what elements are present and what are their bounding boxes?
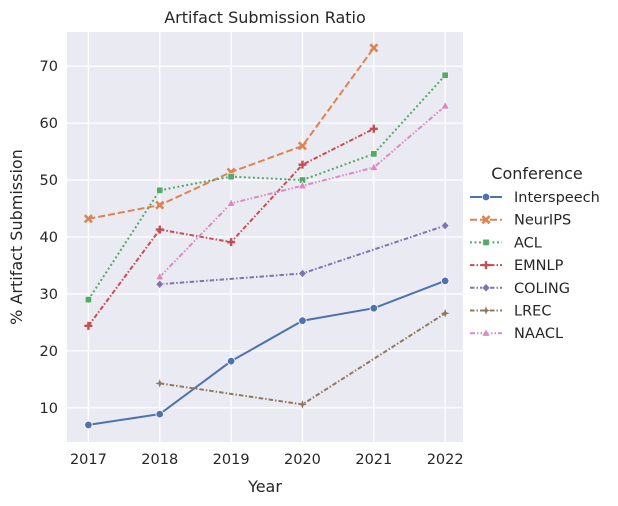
data-point bbox=[84, 420, 93, 430]
y-tick-label: 10 bbox=[40, 401, 58, 417]
x-tick-label: 2017 bbox=[70, 452, 107, 468]
data-point bbox=[297, 180, 308, 190]
legend-marker bbox=[481, 283, 491, 293]
legend-label: NAACL bbox=[514, 326, 563, 342]
data-point bbox=[226, 198, 236, 207]
data-point bbox=[440, 276, 450, 286]
legend-label: LREC bbox=[514, 304, 551, 320]
x-tick-label: 2019 bbox=[213, 452, 250, 468]
series-acl bbox=[84, 71, 449, 304]
grid-lines bbox=[67, 32, 463, 442]
legend-item-naacl: NAACL bbox=[470, 326, 563, 342]
y-tick-label: 20 bbox=[40, 344, 58, 360]
y-tick-label: 60 bbox=[40, 116, 58, 132]
data-point bbox=[156, 186, 164, 194]
data-point bbox=[440, 308, 450, 318]
legend-item-emnlp: EMNLP bbox=[470, 258, 564, 274]
data-point bbox=[155, 225, 164, 234]
data-point bbox=[298, 316, 307, 325]
data-point bbox=[84, 321, 93, 330]
series-line bbox=[87, 74, 446, 301]
legend-label: ACL bbox=[514, 235, 542, 251]
legend-marker bbox=[482, 261, 490, 270]
chart-title: Artifact Submission Ratio bbox=[164, 8, 366, 27]
data-point bbox=[369, 124, 378, 133]
legend-marker bbox=[481, 306, 491, 315]
data-point bbox=[369, 162, 379, 171]
data-point bbox=[298, 160, 307, 169]
x-tick-label: 2020 bbox=[284, 452, 321, 468]
legend-item-neurips: NeurIPS bbox=[470, 213, 571, 229]
series-naacl bbox=[155, 101, 450, 281]
data-point bbox=[440, 220, 450, 231]
series-interspeech bbox=[84, 276, 450, 430]
legend-marker bbox=[481, 328, 491, 337]
data-point bbox=[155, 409, 164, 419]
data-point bbox=[83, 214, 93, 224]
x-tick-label: 2022 bbox=[427, 452, 464, 468]
legend-marker bbox=[481, 192, 491, 202]
data-point bbox=[227, 173, 235, 181]
series-emnlp bbox=[84, 124, 378, 330]
y-axis-title: % Artifact Submission bbox=[7, 149, 26, 325]
legend-title: Conference bbox=[491, 164, 582, 183]
legend-item-coling: COLING bbox=[470, 281, 570, 297]
legend: Conference Interspeech NeurIPS ACL EMNLP COL… bbox=[470, 164, 600, 342]
y-tick-label: 40 bbox=[40, 230, 58, 246]
data-point bbox=[155, 271, 165, 281]
y-tick-label: 50 bbox=[40, 173, 58, 189]
x-axis-title: Year bbox=[247, 477, 282, 496]
series-line bbox=[88, 279, 446, 426]
legend-item-interspeech: Interspeech bbox=[470, 190, 600, 206]
legend-label: Interspeech bbox=[514, 190, 600, 206]
data-point bbox=[297, 141, 307, 151]
series-layer bbox=[83, 43, 450, 430]
series-lrec bbox=[155, 308, 450, 409]
data-point bbox=[298, 400, 307, 409]
data-point bbox=[369, 43, 379, 53]
y-tick-label: 30 bbox=[40, 287, 58, 303]
tick-labels: 2017 2018 2019 2020 2021 2022 10 20 30 40 50 60 70 bbox=[40, 59, 464, 468]
data-point bbox=[370, 150, 378, 158]
legend-marker bbox=[482, 238, 490, 246]
data-point bbox=[155, 200, 165, 210]
series-neurips bbox=[83, 43, 379, 224]
series-coling bbox=[155, 220, 450, 289]
data-point bbox=[440, 101, 450, 110]
legend-label: NeurIPS bbox=[514, 213, 571, 229]
data-point bbox=[298, 268, 307, 279]
legend-item-lrec: LREC bbox=[470, 304, 551, 320]
x-tick-label: 2021 bbox=[355, 452, 392, 468]
x-tick-label: 2018 bbox=[141, 452, 178, 468]
data-point bbox=[226, 356, 236, 366]
data-point bbox=[84, 296, 92, 304]
y-tick-label: 70 bbox=[40, 59, 58, 75]
data-point bbox=[441, 71, 449, 79]
data-point bbox=[369, 303, 379, 313]
data-point bbox=[155, 378, 165, 388]
data-point bbox=[155, 279, 165, 289]
data-point bbox=[227, 238, 236, 247]
legend-marker bbox=[481, 215, 491, 225]
legend-item-acl: ACL bbox=[470, 235, 542, 251]
legend-label: EMNLP bbox=[514, 258, 564, 274]
legend-label: COLING bbox=[514, 281, 570, 297]
